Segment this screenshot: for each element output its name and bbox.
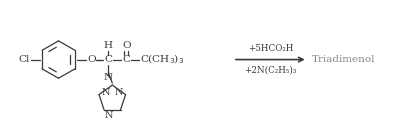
Text: C: C (104, 55, 112, 64)
Text: Cl: Cl (18, 55, 30, 64)
Text: N: N (105, 111, 113, 120)
Text: C(CH$_3$)$_3$: C(CH$_3$)$_3$ (140, 53, 184, 66)
Text: +5HCO₂H: +5HCO₂H (248, 44, 293, 53)
Text: N: N (114, 88, 123, 97)
Text: Triadimenol: Triadimenol (312, 55, 375, 64)
Text: O: O (87, 55, 96, 64)
Text: +2N(C₂H₅)₃: +2N(C₂H₅)₃ (244, 66, 296, 75)
Text: C: C (122, 55, 130, 64)
Text: O: O (122, 41, 130, 50)
Text: N: N (104, 73, 113, 82)
Text: H: H (104, 41, 113, 50)
Text: N: N (102, 88, 110, 97)
